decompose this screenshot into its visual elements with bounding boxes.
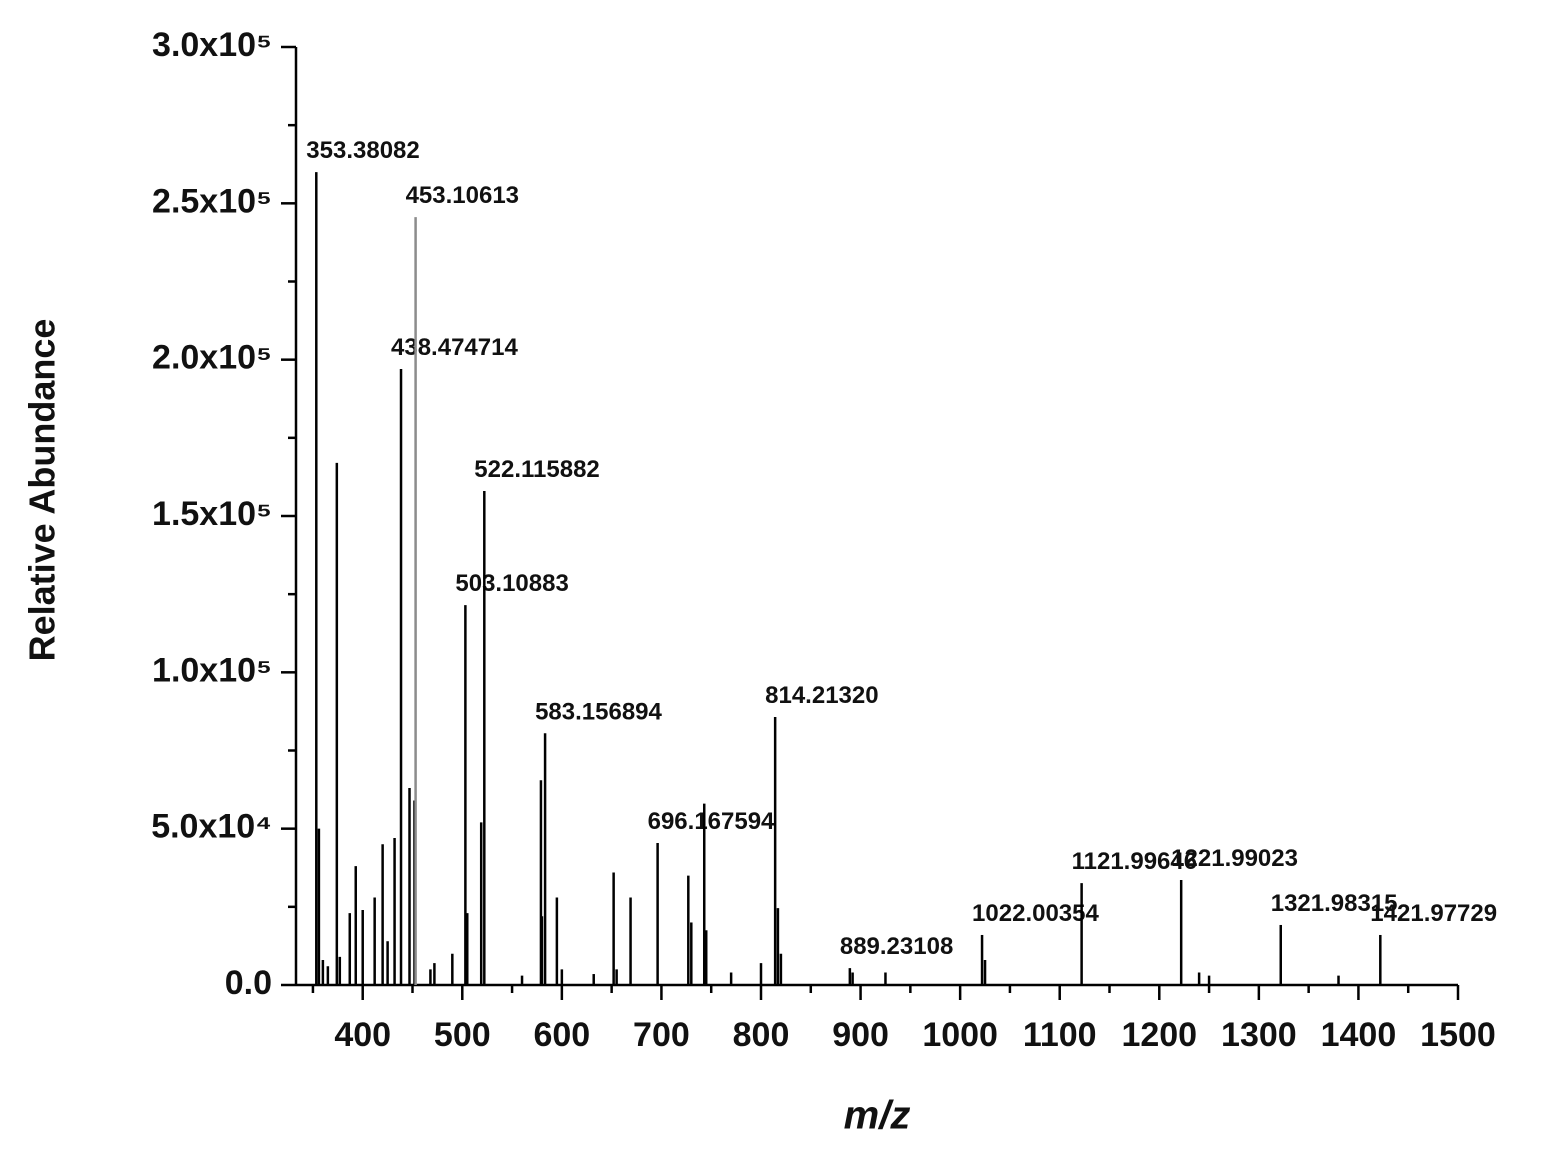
y-tick-label: 2.0x10⁵ [152, 339, 272, 377]
x-tick-label: 1400 [1321, 1016, 1397, 1054]
peak-label: 453.10613 [406, 182, 519, 209]
peak-label: 353.38082 [306, 137, 419, 164]
peak-label: 1121.99646 [1072, 848, 1197, 875]
peak-label: 583.156894 [535, 698, 662, 725]
y-axis-title: Relative Abundance [22, 319, 63, 662]
x-tick-label: 1300 [1221, 1016, 1297, 1054]
x-tick-label: 400 [334, 1016, 391, 1054]
x-tick-label: 1100 [1023, 1016, 1097, 1054]
peak-label: 503.10883 [455, 570, 568, 597]
peak-label: 696.167594 [648, 808, 775, 835]
peak-label: 1321.98315 [1271, 890, 1398, 917]
peak-label: 814.21320 [765, 682, 878, 709]
peak-label: 522.115882 [474, 456, 599, 483]
y-tick-label: 5.0x10⁴ [151, 808, 272, 846]
y-tick-label: 2.5x10⁵ [152, 182, 272, 220]
x-axis-title: m/z [844, 1094, 911, 1138]
peak-label: 1221.99023 [1171, 845, 1298, 872]
x-tick-label: 1200 [1121, 1016, 1197, 1054]
y-tick-label: 3.0x10⁵ [152, 26, 272, 64]
peak-label: 889.23108 [840, 933, 953, 960]
x-tick-label: 500 [434, 1016, 491, 1054]
y-tick-label: 0.0 [225, 964, 272, 1002]
x-tick-label: 900 [832, 1016, 889, 1054]
x-tick-label: 600 [533, 1016, 590, 1054]
y-tick-label: 1.5x10⁵ [152, 495, 272, 533]
x-tick-label: 800 [733, 1016, 790, 1054]
x-tick-label: 1500 [1420, 1016, 1496, 1054]
y-tick-label: 1.0x10⁵ [152, 651, 272, 689]
peak-label: 1022.00354 [972, 900, 1099, 927]
peak-label: 438.474714 [391, 334, 518, 361]
x-tick-label: 1000 [922, 1016, 998, 1054]
x-tick-label: 700 [633, 1016, 690, 1054]
peak-label: 1421.97729 [1370, 900, 1497, 927]
